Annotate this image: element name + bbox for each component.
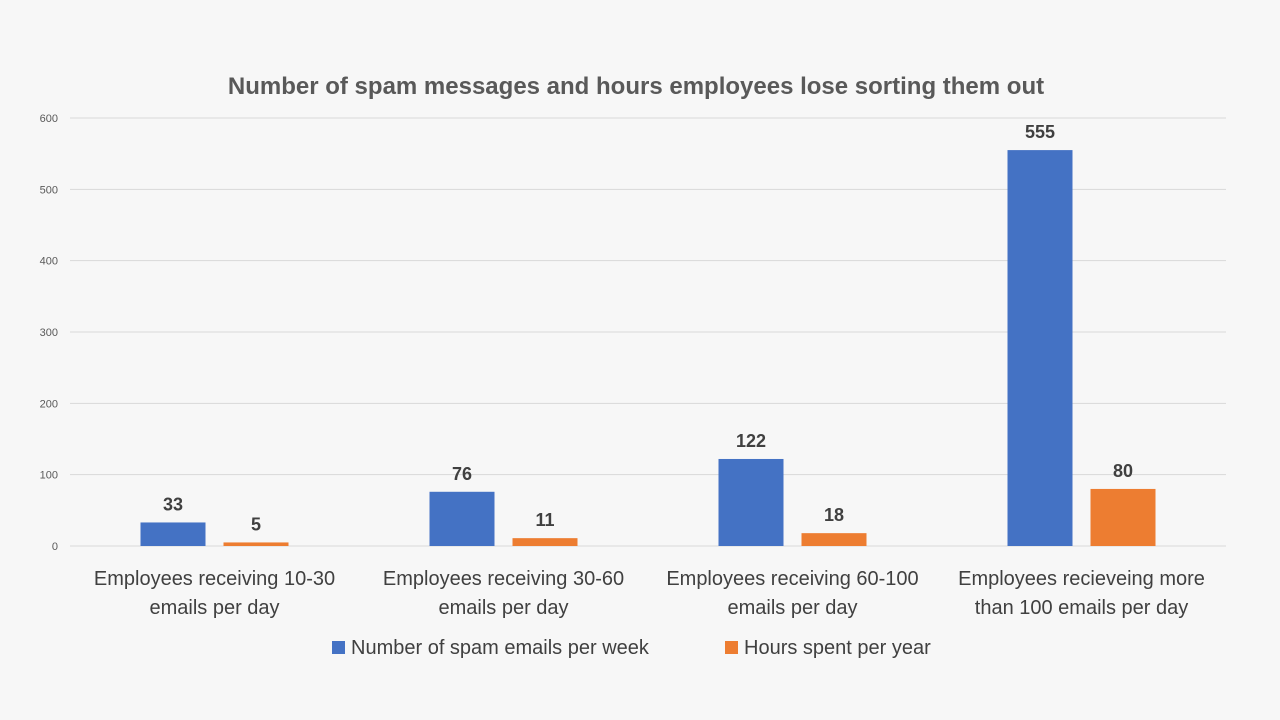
legend-label: Number of spam emails per week xyxy=(351,637,650,659)
bar-spam-emails xyxy=(140,522,206,546)
x-category-label: emails per day xyxy=(727,597,857,619)
y-axis-ticks: 0 100 200 300 400 500 600 xyxy=(40,113,58,553)
x-axis-categories: Employees receiving 10-30 emails per day E… xyxy=(94,568,1205,619)
bar-hours-spent xyxy=(801,533,867,546)
x-category-label: Employees receiving 30-60 xyxy=(383,568,624,590)
x-category-label: emails per day xyxy=(149,597,279,619)
x-category-label: Employees receiving 60-100 xyxy=(666,568,918,590)
data-label: 33 xyxy=(163,494,183,514)
x-category-label: Employees recieveing more xyxy=(958,568,1205,590)
data-label: 18 xyxy=(824,505,844,525)
bar-spam-emails xyxy=(1007,150,1073,546)
y-tick-label: 0 xyxy=(52,541,58,553)
bar-hours-spent xyxy=(223,542,289,546)
data-label: 80 xyxy=(1113,461,1133,481)
y-tick-label: 200 xyxy=(40,398,58,410)
x-category-label: Employees receiving 10-30 xyxy=(94,568,335,590)
y-tick-label: 600 xyxy=(40,113,58,125)
data-label: 11 xyxy=(535,510,554,530)
gridlines xyxy=(70,117,1226,547)
data-label: 122 xyxy=(736,431,766,451)
data-label: 76 xyxy=(452,464,472,484)
legend: Number of spam emails per week Hours spen… xyxy=(332,637,931,659)
data-labels: 33 5 76 11 122 18 555 80 xyxy=(163,122,1133,534)
data-label: 5 xyxy=(251,514,261,534)
data-label: 555 xyxy=(1025,122,1055,142)
bar-spam-emails xyxy=(429,491,495,546)
bars xyxy=(140,150,1156,546)
legend-label: Hours spent per year xyxy=(744,637,931,659)
legend-swatch xyxy=(332,641,345,654)
x-category-label: than 100 emails per day xyxy=(975,597,1188,619)
bar-hours-spent xyxy=(1090,488,1156,546)
chart-title: Number of spam messages and hours employ… xyxy=(228,73,1044,100)
bar-hours-spent xyxy=(512,538,578,546)
y-tick-label: 500 xyxy=(40,184,58,196)
y-tick-label: 100 xyxy=(40,470,58,482)
legend-swatch xyxy=(725,641,738,654)
y-tick-label: 400 xyxy=(40,256,58,268)
x-category-label: emails per day xyxy=(438,597,568,619)
y-tick-label: 300 xyxy=(40,327,58,339)
bar-spam-emails xyxy=(718,458,784,546)
